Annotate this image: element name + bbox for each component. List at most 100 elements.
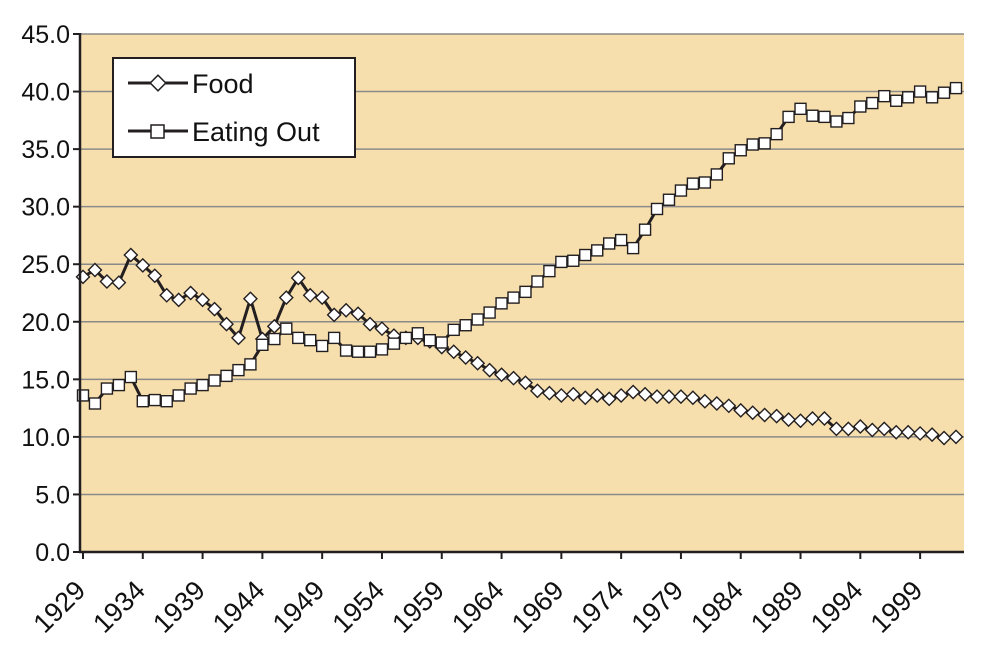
legend-label-eating-out: Eating Out bbox=[192, 117, 320, 147]
data-point-food bbox=[111, 275, 127, 291]
legend-item-food: Food bbox=[128, 69, 254, 99]
legend: Food Eating Out bbox=[112, 57, 356, 158]
x-tick-label-11: 1984 bbox=[685, 575, 749, 639]
data-point-eating-out bbox=[172, 389, 185, 402]
data-point-food bbox=[219, 316, 235, 332]
data-point-food bbox=[553, 387, 569, 403]
y-tick-label-5: 25.0 bbox=[21, 251, 70, 279]
x-tick-label-13: 1994 bbox=[805, 575, 869, 639]
data-point-eating-out bbox=[375, 343, 389, 356]
data-point-food bbox=[374, 321, 390, 337]
data-point-food bbox=[637, 386, 653, 402]
y-tick-label-8: 40.0 bbox=[21, 79, 70, 107]
x-tick-label-9: 1974 bbox=[566, 575, 630, 639]
x-tick-label-5: 1954 bbox=[327, 575, 391, 639]
legend-square-marker bbox=[150, 124, 165, 139]
x-tick-label-2: 1939 bbox=[147, 575, 211, 639]
data-point-food bbox=[446, 344, 462, 360]
data-point-eating-out bbox=[124, 370, 138, 384]
data-point-eating-out bbox=[196, 378, 209, 392]
series-eating-out bbox=[76, 81, 963, 410]
data-point-eating-out bbox=[136, 395, 149, 408]
y-tick-label-4: 20.0 bbox=[21, 309, 70, 337]
data-point-eating-out bbox=[112, 378, 126, 392]
y-tick-label-3: 15.0 bbox=[21, 366, 70, 394]
data-point-eating-out bbox=[866, 96, 879, 110]
data-point-food bbox=[458, 349, 474, 365]
data-point-food bbox=[601, 391, 617, 407]
data-point-eating-out bbox=[674, 184, 688, 197]
data-point-food bbox=[470, 355, 486, 371]
data-point-food bbox=[494, 367, 510, 383]
x-tick-label-8: 1969 bbox=[506, 575, 570, 639]
data-point-eating-out bbox=[710, 168, 724, 181]
data-point-food bbox=[99, 273, 115, 289]
data-point-eating-out bbox=[591, 244, 604, 257]
legend-box bbox=[112, 57, 356, 158]
x-tick-label-3: 1944 bbox=[207, 575, 271, 639]
data-point-eating-out bbox=[854, 100, 867, 113]
data-point-eating-out bbox=[830, 115, 843, 128]
data-point-eating-out bbox=[363, 345, 377, 358]
x-tick-label-7: 1964 bbox=[446, 575, 510, 639]
legend-diamond-marker bbox=[149, 74, 167, 92]
data-point-food bbox=[804, 410, 820, 426]
data-point-eating-out bbox=[327, 331, 341, 345]
x-tick-label-10: 1979 bbox=[625, 575, 689, 639]
data-point-eating-out bbox=[351, 345, 365, 358]
data-point-eating-out bbox=[160, 395, 173, 408]
data-point-food bbox=[87, 262, 103, 278]
data-point-food bbox=[685, 390, 701, 406]
data-point-eating-out bbox=[901, 91, 915, 104]
data-point-food bbox=[661, 389, 677, 405]
data-point-food bbox=[876, 421, 892, 437]
data-point-food bbox=[290, 270, 306, 286]
data-point-eating-out bbox=[842, 111, 855, 125]
data-point-eating-out bbox=[937, 86, 951, 99]
data-point-eating-out bbox=[411, 327, 425, 340]
data-point-eating-out bbox=[88, 397, 102, 410]
data-point-eating-out bbox=[770, 127, 783, 141]
y-tick-label-9: 45.0 bbox=[21, 21, 70, 49]
data-point-eating-out bbox=[746, 138, 759, 151]
data-point-food bbox=[721, 398, 737, 414]
data-point-eating-out bbox=[208, 374, 221, 387]
data-point-eating-out bbox=[244, 358, 257, 371]
data-point-eating-out bbox=[543, 264, 556, 278]
data-point-food bbox=[302, 287, 318, 303]
data-point-food bbox=[673, 389, 689, 405]
data-point-food bbox=[840, 421, 856, 437]
data-point-eating-out bbox=[602, 237, 616, 250]
data-point-food bbox=[924, 427, 940, 443]
data-point-food bbox=[697, 393, 713, 409]
x-tick-label-1: 1934 bbox=[87, 575, 151, 639]
data-point-food bbox=[350, 306, 366, 322]
data-point-food bbox=[577, 390, 593, 406]
data-point-eating-out bbox=[387, 337, 401, 350]
data-point-eating-out bbox=[913, 85, 927, 98]
x-axis-ticks: 1929193419391944194919541959196419691974… bbox=[28, 552, 928, 639]
data-point-food bbox=[338, 302, 354, 318]
y-tick-label-0: 0.0 bbox=[35, 539, 70, 567]
data-point-food bbox=[912, 425, 928, 441]
data-point-eating-out bbox=[818, 110, 831, 124]
data-point-food bbox=[171, 292, 187, 308]
data-point-food bbox=[649, 389, 665, 405]
data-point-eating-out bbox=[890, 94, 903, 107]
data-point-eating-out bbox=[471, 313, 484, 326]
data-point-eating-out bbox=[507, 291, 520, 304]
data-point-food bbox=[625, 384, 641, 400]
data-point-eating-out bbox=[806, 109, 819, 122]
data-point-eating-out bbox=[638, 223, 652, 236]
data-point-eating-out bbox=[758, 137, 771, 150]
data-point-food bbox=[816, 410, 832, 426]
data-point-food bbox=[900, 424, 916, 440]
data-point-food bbox=[793, 413, 809, 429]
data-point-food bbox=[852, 419, 868, 435]
data-point-food bbox=[828, 421, 844, 437]
data-point-food bbox=[781, 412, 797, 428]
axes bbox=[78, 33, 964, 554]
data-point-eating-out bbox=[315, 339, 329, 353]
data-point-eating-out bbox=[686, 177, 700, 190]
